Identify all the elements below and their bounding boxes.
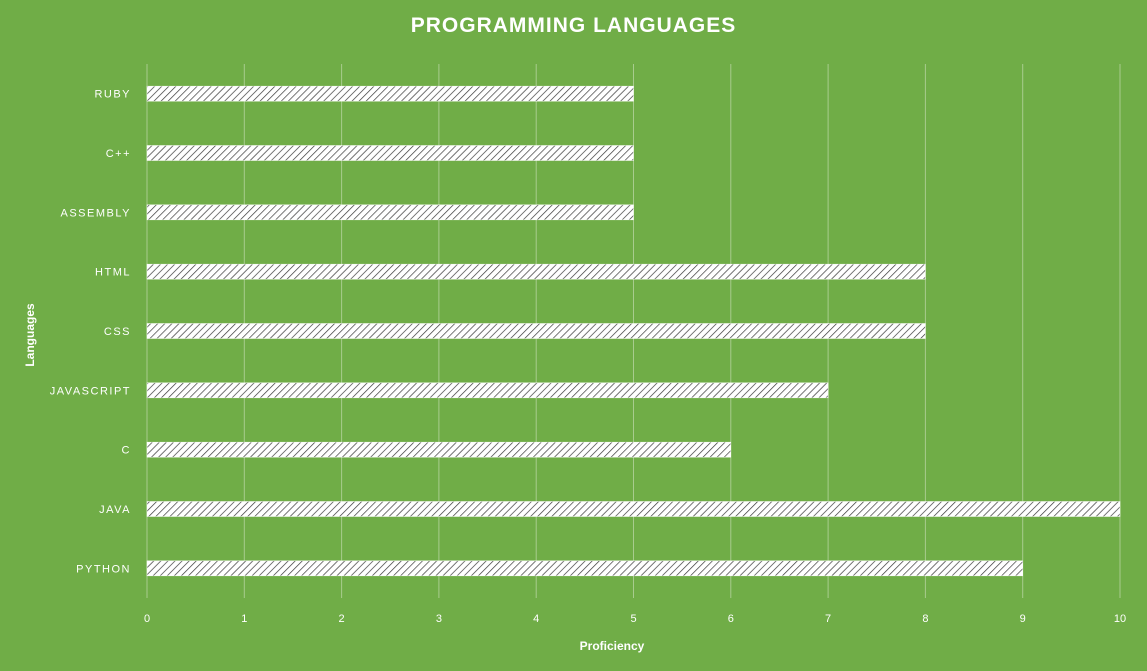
bar	[146, 441, 732, 458]
x-axis-title: Proficiency	[580, 639, 645, 653]
x-tick-label: 10	[1114, 613, 1126, 625]
x-axis-ticks: 0 1 2 3 4 5 6 7 8 9 10	[144, 613, 1126, 625]
bar	[146, 560, 1023, 577]
y-tick-label: PYTHON	[76, 563, 131, 575]
y-tick-label: C	[122, 445, 131, 457]
x-tick-label: 8	[922, 613, 928, 625]
y-tick-label: CSS	[104, 326, 131, 338]
y-tick-label: ASSEMBLY	[61, 207, 132, 219]
x-tick-label: 3	[436, 613, 442, 625]
bar	[146, 501, 1121, 517]
y-tick-label: RUBY	[94, 89, 131, 101]
y-tick-label: C++	[106, 148, 131, 160]
x-tick-label: 0	[144, 613, 150, 625]
bar	[146, 263, 926, 280]
x-tick-label: 2	[339, 613, 345, 625]
bar	[146, 382, 829, 399]
x-tick-label: 5	[630, 613, 636, 625]
bar	[146, 323, 926, 339]
bar	[146, 145, 634, 161]
bar	[146, 204, 634, 221]
x-tick-label: 7	[825, 613, 831, 625]
x-tick-label: 9	[1020, 613, 1026, 625]
y-axis-ticks: PYTHON JAVA C JAVASCRIPT CSS HTML ASSEMBLY C++ R…	[50, 89, 132, 576]
bar	[146, 85, 634, 102]
y-tick-label: HTML	[95, 267, 131, 279]
x-tick-label: 6	[728, 613, 734, 625]
x-tick-label: 4	[533, 613, 539, 625]
chart-title: PROGRAMMING LANGUAGES	[410, 14, 737, 37]
y-tick-label: JAVASCRIPT	[50, 385, 131, 397]
x-tick-label: 1	[241, 613, 247, 625]
y-tick-label: JAVA	[99, 504, 131, 516]
bars	[146, 85, 1121, 577]
y-axis-title: Languages	[23, 303, 37, 367]
